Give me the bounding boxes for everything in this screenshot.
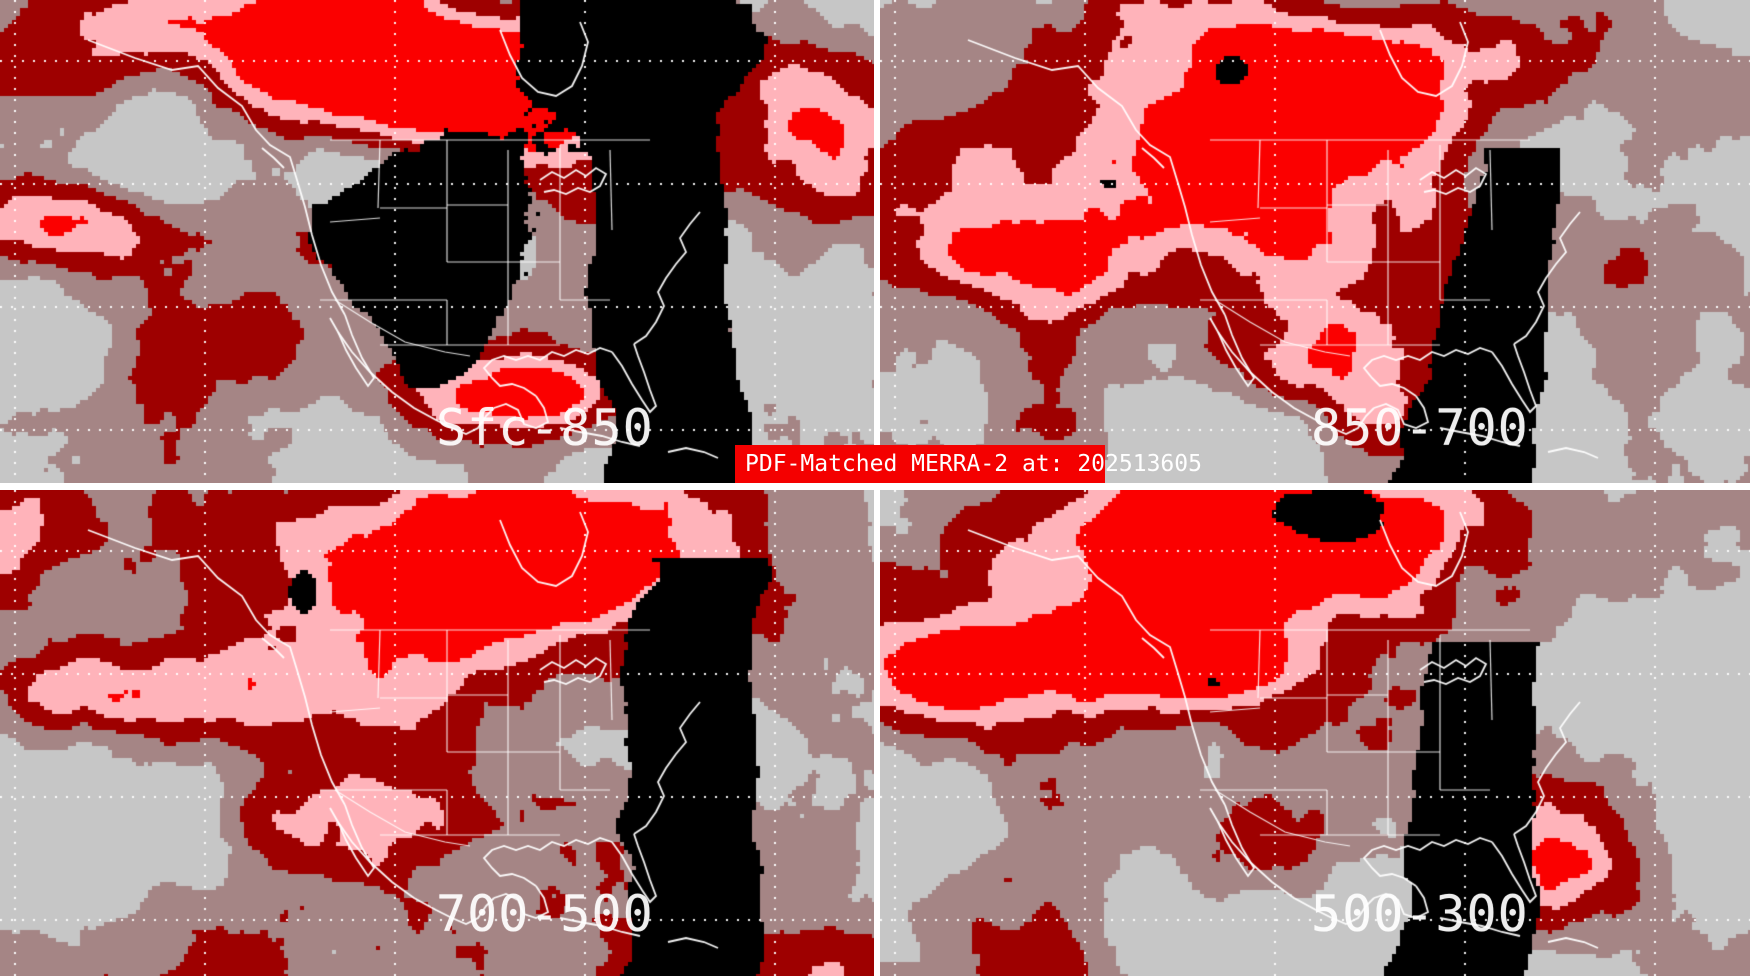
panel-label-500-300: 500-300 xyxy=(1311,885,1529,943)
timestamp-banner: PDF-Matched MERRA-2 at: 202513605 xyxy=(735,445,1202,483)
panel-label-sfc-850: Sfc-850 xyxy=(436,399,654,457)
panel-label-850-700: 850-700 xyxy=(1311,399,1529,457)
timestamp-text: PDF-Matched MERRA-2 at: 202513605 xyxy=(745,451,1202,477)
panel-divider-horizontal xyxy=(0,483,1750,490)
panel-label-700-500: 700-500 xyxy=(436,885,654,943)
